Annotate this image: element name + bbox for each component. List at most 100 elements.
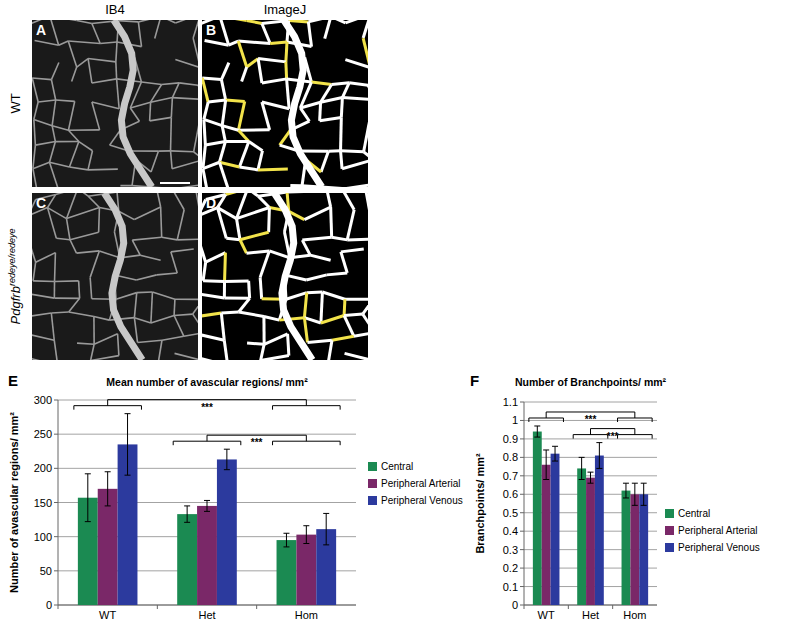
vessel [302, 240, 310, 255]
vessel [258, 59, 262, 83]
vessel [220, 20, 229, 45]
error-bar [184, 506, 190, 522]
vessel [171, 249, 194, 252]
vessel [345, 353, 368, 360]
vessel [100, 42, 117, 44]
vessel [284, 62, 288, 79]
vessel [239, 298, 250, 312]
vessel [92, 79, 117, 83]
error-bar [85, 474, 91, 522]
major-vessel [274, 193, 312, 360]
vessel [175, 20, 198, 23]
grid-line [524, 457, 657, 458]
vessel [137, 340, 161, 342]
vessel [203, 262, 206, 281]
vessel [150, 117, 172, 120]
vessel [328, 149, 340, 152]
legend-swatch [368, 496, 377, 505]
vessel [300, 102, 320, 108]
vessel [196, 193, 198, 213]
bar [595, 456, 604, 605]
column-label: IB4 [105, 2, 125, 17]
legend-label: Peripheral Venous [381, 495, 463, 506]
vessel [258, 168, 288, 172]
vessel [325, 20, 331, 39]
y-tick-label: 0.5 [503, 507, 518, 519]
vessel [225, 140, 248, 143]
chart: FNumber of Branchpoints/ mm²Branchpoints… [470, 372, 760, 621]
major-vessel [114, 20, 152, 187]
vessel [287, 79, 290, 109]
y-tick [520, 531, 524, 532]
vessel [38, 100, 56, 102]
x-tick-label: WT [99, 609, 116, 621]
error-bar [303, 526, 309, 544]
vessel [88, 59, 92, 83]
legend-label: Peripheral Venous [678, 542, 760, 553]
vessel [51, 313, 54, 340]
vessel [72, 67, 77, 82]
vessel [98, 207, 100, 232]
y-tick-label: 0.8 [503, 451, 518, 463]
vessel [171, 151, 173, 169]
vessel [203, 162, 220, 168]
vessel [33, 262, 36, 281]
vessel [32, 313, 51, 316]
x-tick-label: Het [198, 609, 215, 621]
vessel [202, 294, 224, 298]
vessel [304, 318, 320, 323]
significance-label: *** [585, 414, 597, 425]
vessel [162, 83, 180, 85]
panel-letter: B [206, 22, 216, 38]
y-tick [520, 512, 524, 513]
vessel [138, 22, 141, 47]
vessel [364, 152, 368, 160]
bar [177, 514, 197, 605]
vessel [88, 168, 118, 170]
vessel [33, 145, 35, 169]
vessel [208, 100, 226, 102]
vessel [151, 315, 174, 323]
vessel [246, 251, 269, 253]
x-tick-label: Hom [295, 609, 318, 621]
marks [78, 414, 336, 605]
vessel [202, 78, 208, 102]
vessel [307, 340, 331, 342]
vessel [267, 207, 271, 232]
vessel [152, 292, 174, 299]
y-tick-label: 0 [512, 599, 518, 611]
significance-label: *** [201, 402, 213, 413]
vessel [130, 102, 150, 108]
vessel [221, 80, 225, 100]
vessel [342, 160, 368, 169]
vessel [347, 238, 368, 242]
vessel [51, 80, 55, 100]
vessel [171, 193, 184, 210]
x-tick-label: Hom [623, 609, 646, 621]
bar [639, 494, 648, 605]
legend-swatch [665, 543, 674, 552]
bar [542, 465, 551, 605]
vessel [364, 121, 368, 152]
vessel [56, 100, 75, 101]
vessel [264, 317, 279, 321]
vessel [55, 280, 79, 282]
vessel [32, 335, 54, 340]
vessel [202, 357, 228, 360]
error-bar [543, 450, 549, 480]
vessel [222, 126, 238, 131]
vessel [110, 130, 121, 145]
vessel [54, 297, 79, 299]
vessel [221, 63, 228, 80]
vessel [179, 83, 198, 85]
vessel [91, 356, 119, 360]
vessel [158, 150, 170, 152]
vessel [136, 275, 156, 280]
error-bar [641, 483, 647, 505]
vessel [342, 98, 368, 100]
legend-label: Peripheral Arterial [381, 478, 460, 489]
marks [533, 426, 648, 605]
vessel [132, 240, 140, 255]
vessel [280, 130, 291, 145]
vessel [311, 82, 331, 84]
